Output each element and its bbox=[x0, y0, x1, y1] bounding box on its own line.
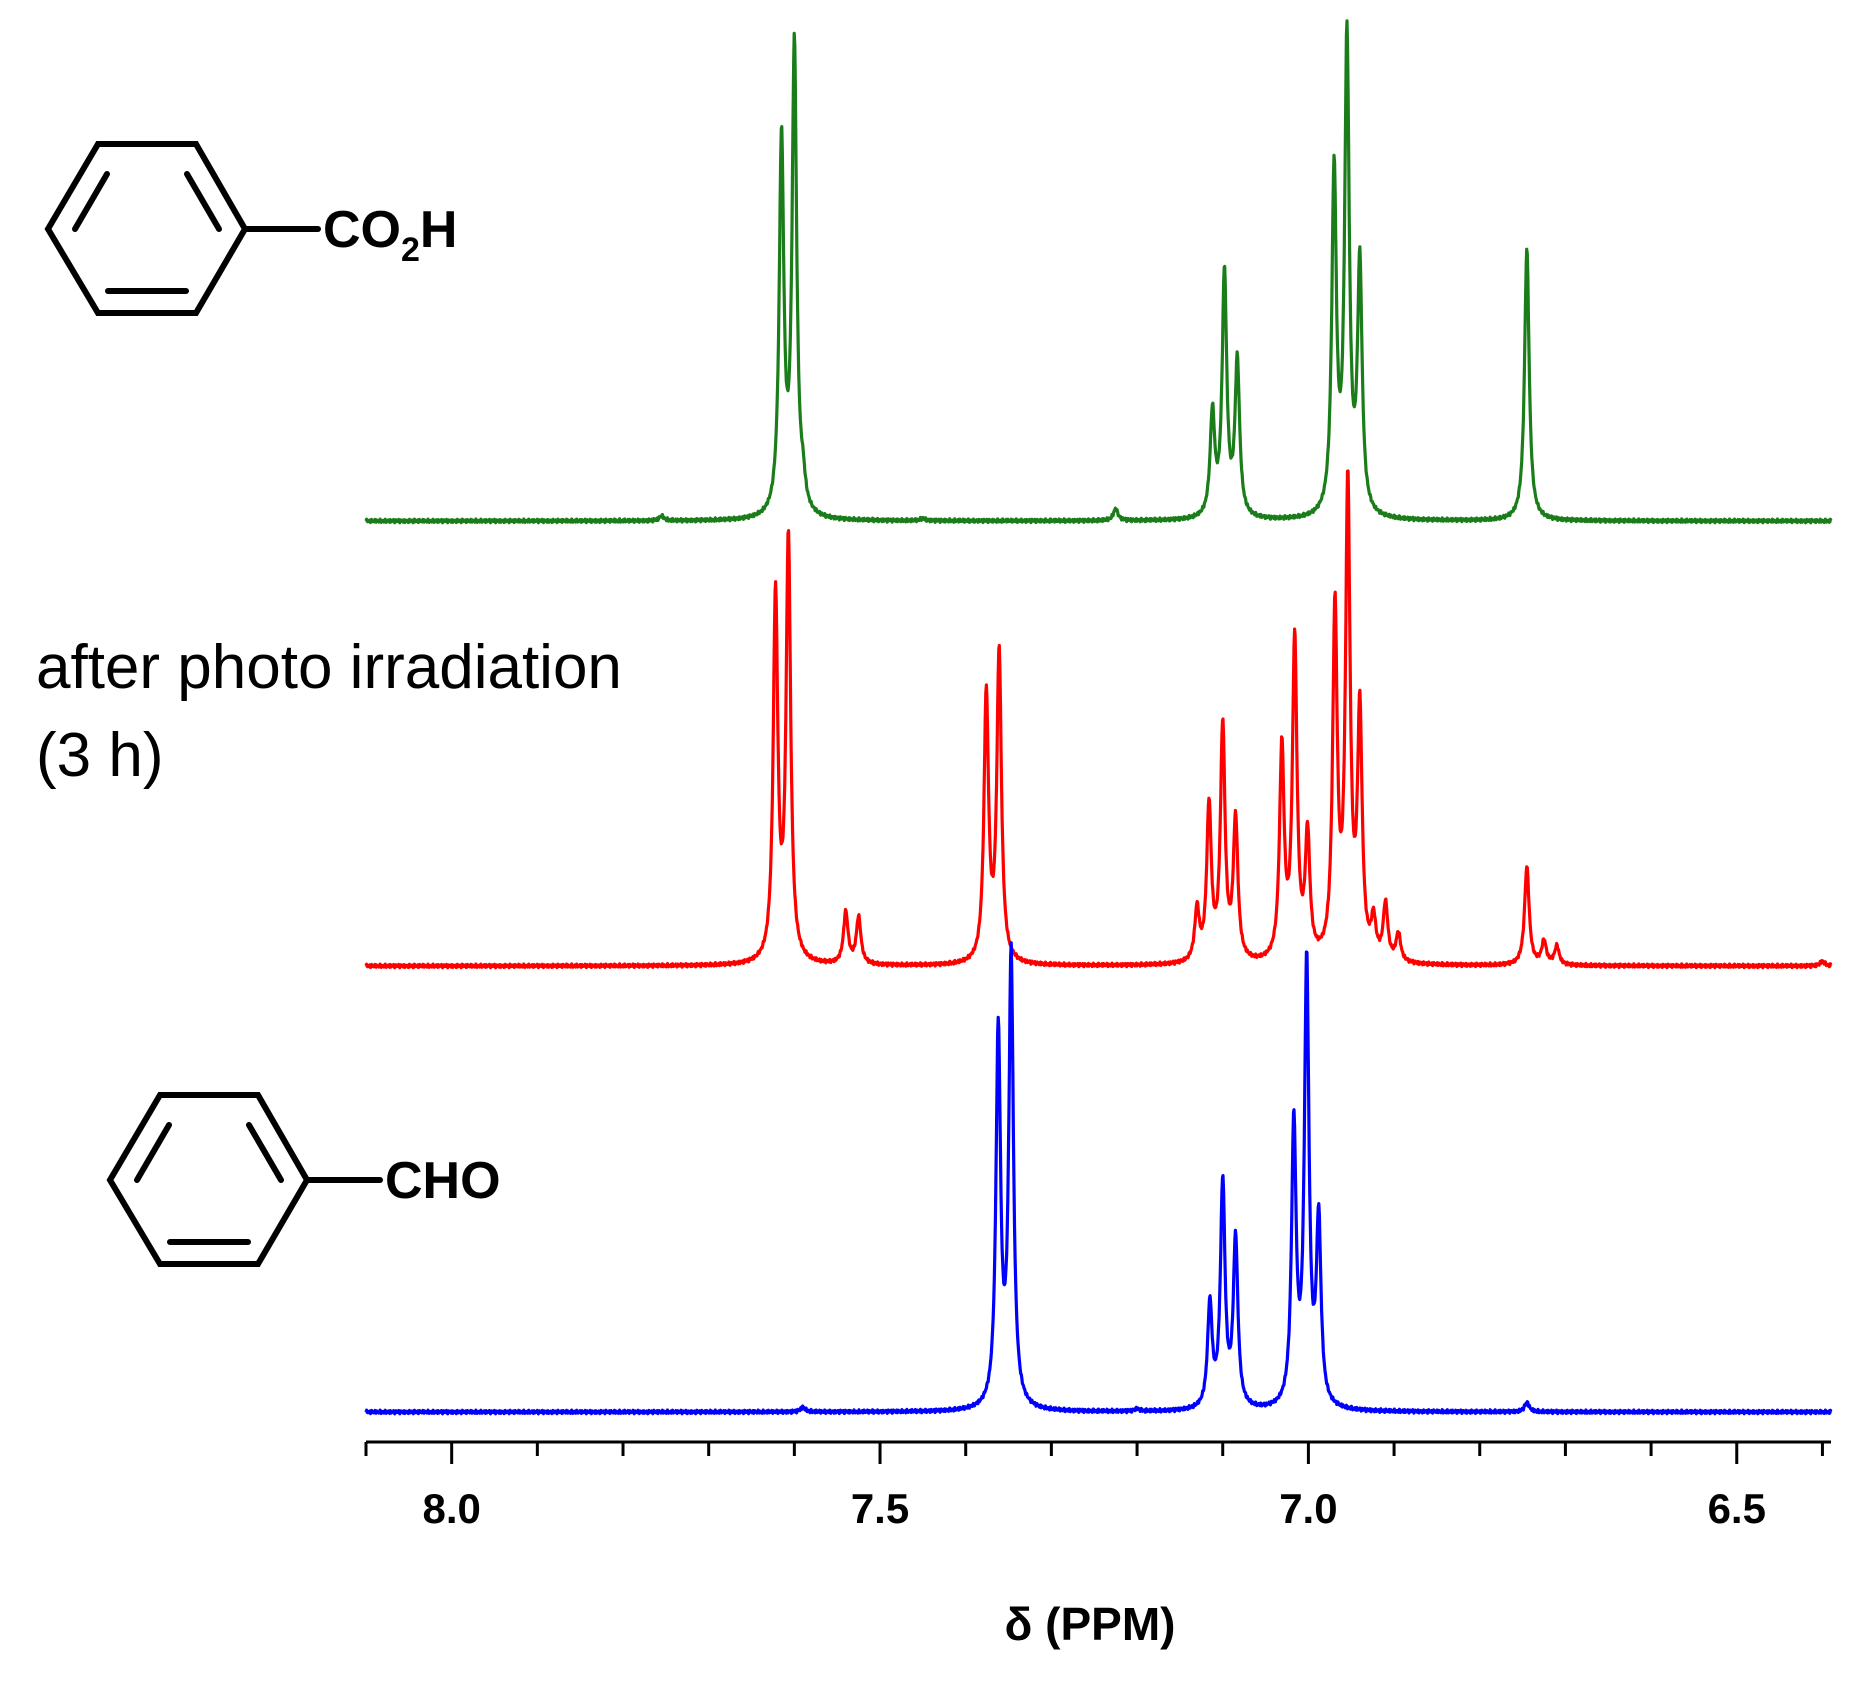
benzene-ring-icon bbox=[106, 1092, 383, 1267]
carboxyl-suffix: H bbox=[420, 201, 458, 259]
benzoic-acid-structure: CO2H bbox=[44, 141, 457, 316]
carboxyl-prefix: CO bbox=[323, 201, 401, 259]
x-tick-label: 8.0 bbox=[422, 1485, 480, 1532]
carboxylic-acid-label: CO2H bbox=[323, 201, 457, 269]
x-tick-label: 6.5 bbox=[1708, 1485, 1766, 1532]
spectra-traces bbox=[364, 19, 1833, 1416]
benzene-ring-icon bbox=[44, 141, 321, 316]
benzaldehyde-structure: CHO bbox=[106, 1092, 501, 1267]
benzoic-acid-spectrum-trace bbox=[364, 19, 1833, 525]
aldehyde-label: CHO bbox=[385, 1152, 501, 1210]
irradiated-mixture-spectrum-trace bbox=[364, 469, 1833, 970]
x-axis: 8.0 7.5 7.0 6.5 δ (PPM) bbox=[364, 1440, 1831, 1650]
benzaldehyde-spectrum-trace bbox=[364, 941, 1833, 1416]
x-axis-tick-labels: 8.0 7.5 7.0 6.5 bbox=[422, 1485, 1765, 1532]
x-tick-label: 7.5 bbox=[851, 1485, 909, 1532]
x-tick-label: 7.0 bbox=[1279, 1485, 1337, 1532]
carboxyl-subscript: 2 bbox=[401, 231, 420, 269]
irradiation-annotation-line1: after photo irradiation bbox=[36, 633, 622, 702]
x-axis-label: δ (PPM) bbox=[1005, 1598, 1176, 1650]
x-axis-ticks bbox=[364, 1442, 1824, 1464]
irradiation-annotation-line2: (3 h) bbox=[36, 721, 163, 790]
